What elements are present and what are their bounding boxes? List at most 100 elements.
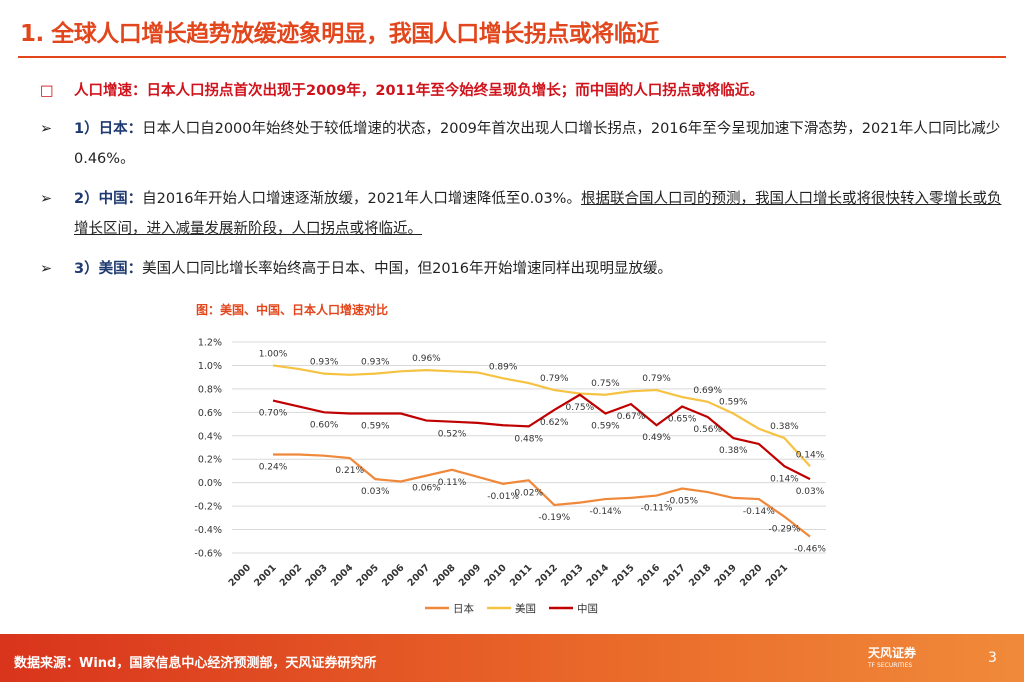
data-label: 0.06% bbox=[412, 484, 441, 494]
data-label: 0.24% bbox=[259, 463, 288, 473]
x-tick-label: 2000 bbox=[227, 562, 254, 589]
data-label: 0.93% bbox=[361, 358, 390, 368]
y-tick-label: 1.2% bbox=[198, 338, 222, 349]
data-label: -0.11% bbox=[641, 504, 673, 514]
x-tick-label: 2019 bbox=[712, 562, 738, 588]
y-tick-label: -0.4% bbox=[194, 525, 222, 536]
data-label: -0.05% bbox=[666, 497, 698, 507]
y-tick-label: -0.6% bbox=[194, 549, 222, 560]
data-label: -0.29% bbox=[769, 525, 801, 535]
legend-label: 美国 bbox=[515, 602, 536, 615]
x-tick-label: 2012 bbox=[533, 562, 559, 588]
data-label: 0.67% bbox=[617, 412, 646, 422]
data-label: 0.69% bbox=[693, 386, 722, 396]
data-label: 0.14% bbox=[796, 450, 825, 460]
data-label: 0.96% bbox=[412, 354, 441, 364]
slide-title: 1. 全球人口增长趋势放缓迹象明显，我国人口增长拐点或将临近 bbox=[20, 21, 659, 47]
data-label: 0.79% bbox=[642, 374, 671, 384]
x-tick-label: 2009 bbox=[457, 562, 483, 588]
data-label: 0.79% bbox=[540, 374, 569, 384]
item-icon: ➢ bbox=[40, 121, 53, 137]
x-tick-label: 2014 bbox=[585, 562, 612, 589]
x-tick-label: 2002 bbox=[278, 562, 304, 588]
item-text: 1）日本：日本人口自2000年始终处于较低增速的状态，2009年首次出现人口增长… bbox=[74, 114, 1004, 174]
item-note: 根据联合国人口司的预测，我国人口增长或将很快转入零增长或负增长区间，进入减量发展… bbox=[74, 191, 1002, 237]
footer: 数据来源：Wind，国家信息中心经济预测部，天风证券研究所 天风证券 TF SE… bbox=[0, 634, 1024, 682]
item-body: 日本人口自2000年始终处于较低增速的状态，2009年首次出现人口增长拐点，20… bbox=[74, 121, 1001, 167]
y-tick-label: 0.8% bbox=[198, 384, 222, 395]
data-label: -0.46% bbox=[794, 545, 826, 555]
y-tick-label: 0.4% bbox=[198, 431, 222, 442]
x-tick-label: 2003 bbox=[303, 562, 329, 588]
series-line bbox=[273, 453, 811, 538]
x-tick-label: 2008 bbox=[431, 562, 458, 589]
x-tick-label: 2010 bbox=[482, 562, 509, 589]
data-label: 0.89% bbox=[489, 362, 518, 372]
x-tick-label: 2015 bbox=[610, 562, 636, 588]
data-label: 0.03% bbox=[796, 487, 825, 497]
data-label: -0.14% bbox=[590, 507, 622, 517]
legend-label: 中国 bbox=[577, 602, 598, 615]
item-body: 自2016年开始人口增速逐渐放缓，2021年人口增速降低至0.03%。 bbox=[142, 191, 581, 207]
data-label: 0.11% bbox=[438, 478, 467, 488]
data-label: -0.14% bbox=[743, 507, 775, 517]
data-label: 0.38% bbox=[770, 422, 799, 432]
data-label: 0.59% bbox=[591, 422, 620, 432]
x-tick-label: 2001 bbox=[252, 562, 278, 588]
y-tick-label: 0.6% bbox=[198, 408, 222, 419]
x-tick-label: 2011 bbox=[508, 562, 534, 588]
data-label: 0.75% bbox=[591, 379, 620, 389]
chart-title: 图：美国、中国、日本人口增速对比 bbox=[196, 302, 388, 317]
item-label: 3）美国： bbox=[74, 261, 143, 277]
data-label: 0.75% bbox=[566, 403, 595, 413]
item-text: 2）中国：自2016年开始人口增速逐渐放缓，2021年人口增速降低至0.03%。… bbox=[74, 184, 1004, 244]
series-line bbox=[272, 364, 811, 467]
data-label: 0.56% bbox=[693, 425, 722, 435]
bullet-text: 人口增速：日本人口拐点首次出现于2009年，2011年至今始终呈现负增长；而中国… bbox=[74, 83, 764, 99]
logo: 天风证券 bbox=[868, 646, 917, 660]
x-tick-label: 2006 bbox=[380, 562, 407, 589]
page-number: 3 bbox=[988, 650, 997, 666]
data-label: 0.60% bbox=[310, 420, 339, 430]
x-tick-label: 2016 bbox=[636, 562, 663, 589]
x-tick-label: 2021 bbox=[764, 562, 790, 588]
item-label: 1）日本： bbox=[74, 121, 143, 137]
source: 数据来源：Wind，国家信息中心经济预测部，天风证券研究所 bbox=[14, 656, 377, 671]
data-label: 1.00% bbox=[259, 349, 288, 359]
data-label: 0.03% bbox=[361, 487, 390, 497]
item-body: 美国人口同比增长率始终高于日本、中国，但2016年开始增速同样出现明显放缓。 bbox=[142, 261, 672, 277]
data-label: 0.65% bbox=[668, 414, 697, 424]
data-label: 0.02% bbox=[514, 488, 543, 498]
y-tick-label: -0.2% bbox=[194, 502, 222, 513]
item-text: 3）美国：美国人口同比增长率始终高于日本、中国，但2016年开始增速同样出现明显… bbox=[74, 254, 1004, 284]
x-tick-label: 2007 bbox=[406, 562, 432, 588]
data-label: 0.38% bbox=[719, 446, 748, 456]
data-label: 0.59% bbox=[719, 398, 748, 408]
x-tick-label: 2017 bbox=[661, 562, 687, 588]
data-label: 0.93% bbox=[310, 358, 339, 368]
data-label: 0.21% bbox=[335, 466, 364, 476]
item-label: 2）中国： bbox=[74, 191, 143, 207]
title-rule bbox=[18, 56, 1006, 58]
x-tick-label: 2013 bbox=[559, 562, 585, 588]
chart: 图：美国、中国、日本人口增速对比 -0.6% -0.4% -0.2% 0.0% 0.2%… bbox=[194, 302, 826, 615]
data-label: 0.52% bbox=[438, 430, 467, 440]
data-label: 0.59% bbox=[361, 422, 390, 432]
y-tick-label: 0.2% bbox=[198, 455, 222, 466]
data-label: 0.62% bbox=[540, 418, 569, 428]
y-tick-label: 1.0% bbox=[198, 361, 222, 372]
x-tick-label: 2020 bbox=[738, 562, 765, 589]
item-icon: ➢ bbox=[40, 261, 53, 277]
logo-sub: TF SECURITIES bbox=[868, 662, 913, 669]
data-label: 0.48% bbox=[514, 434, 543, 444]
x-tick-label: 2004 bbox=[329, 562, 356, 589]
bullet-icon: □ bbox=[40, 83, 54, 99]
data-label: -0.01% bbox=[487, 492, 519, 502]
x-tick-label: 2018 bbox=[687, 562, 714, 589]
item-icon: ➢ bbox=[40, 191, 53, 207]
y-tick-label: 0.0% bbox=[198, 478, 222, 489]
data-label: 0.49% bbox=[642, 433, 671, 443]
legend-label: 日本 bbox=[453, 602, 474, 615]
x-tick-label: 2005 bbox=[354, 562, 380, 588]
